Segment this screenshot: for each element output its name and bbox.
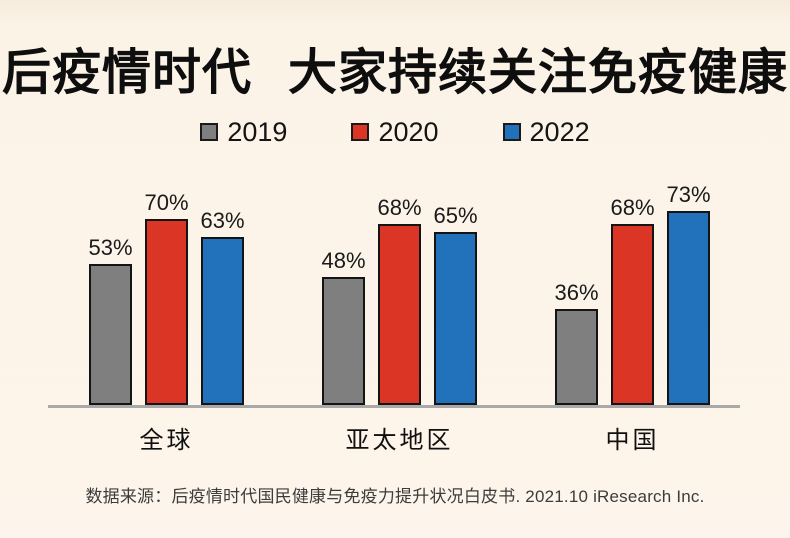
category-label-global: 全球 <box>139 427 194 455</box>
bar-asia-pacific-2022 <box>434 232 477 406</box>
legend-swatch-icon <box>351 123 370 142</box>
legend-label: 2020 <box>378 116 439 147</box>
bar-global-2020 <box>145 219 188 406</box>
bar-global-2019 <box>89 264 132 406</box>
source-note: 数据来源：后疫情时代国民健康与免疫力提升状况白皮书. 2021.10 iRese… <box>85 487 705 507</box>
bar-cell-global-2022: 63% <box>200 183 245 406</box>
bar-value-label: 65% <box>433 203 478 229</box>
bar-china-2019 <box>555 309 598 406</box>
bar-value-label: 73% <box>666 182 711 208</box>
category-label-china: 中国 <box>605 427 660 455</box>
poster-title: 后疫情时代 大家持续关注免疫健康 <box>1 43 789 101</box>
bar-value-label: 48% <box>321 248 366 274</box>
bar-group-asia-pacific: 48% 68% 65% 亚太地区 <box>321 183 478 455</box>
bar-chart: 53% 70% 63% 全球 48% 68% 65% 亚太地区 36% 68% 73% 中国 <box>48 182 740 455</box>
bar-group-global: 53% 70% 63% 全球 <box>88 183 245 455</box>
legend-item-2020: 2020 <box>351 116 439 147</box>
legend-label: 2022 <box>529 116 590 147</box>
chart-legend: 2019 2020 2022 <box>0 118 790 146</box>
category-label-asia-pacific: 亚太地区 <box>345 427 454 455</box>
bar-china-2020 <box>611 224 654 406</box>
bar-global-2022 <box>201 237 244 406</box>
bar-value-label: 68% <box>377 195 422 221</box>
bar-cell-global-2020: 70% <box>144 183 189 406</box>
legend-label: 2019 <box>227 116 288 147</box>
bar-cell-global-2019: 53% <box>88 183 133 406</box>
bar-cell-asia-pacific-2019: 48% <box>321 183 366 406</box>
legend-item-2022: 2022 <box>502 116 590 147</box>
bar-cell-asia-pacific-2020: 68% <box>377 183 422 406</box>
legend-swatch-icon <box>502 123 521 142</box>
bar-value-label: 53% <box>88 235 133 261</box>
bar-value-label: 36% <box>554 280 599 306</box>
bar-value-label: 63% <box>200 208 245 234</box>
bar-asia-pacific-2019 <box>322 277 365 406</box>
legend-item-2019: 2019 <box>200 116 288 147</box>
bar-cell-china-2020: 68% <box>610 183 655 406</box>
bar-china-2022 <box>667 211 710 406</box>
bar-cell-china-2019: 36% <box>554 183 599 406</box>
bar-cell-asia-pacific-2022: 65% <box>433 183 478 406</box>
bar-asia-pacific-2020 <box>378 224 421 406</box>
bar-cell-china-2022: 73% <box>666 182 711 406</box>
bar-value-label: 68% <box>610 195 655 221</box>
bar-group-china: 36% 68% 73% 中国 <box>554 182 711 455</box>
bar-value-label: 70% <box>144 190 189 216</box>
legend-swatch-icon <box>200 123 219 142</box>
